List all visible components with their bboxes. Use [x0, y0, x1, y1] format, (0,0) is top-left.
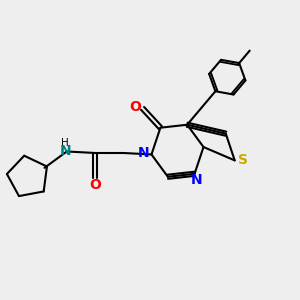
Text: H: H	[61, 138, 69, 148]
Text: O: O	[129, 100, 141, 114]
Text: N: N	[59, 144, 71, 158]
Text: O: O	[89, 178, 101, 192]
Text: S: S	[238, 153, 248, 167]
Text: N: N	[138, 146, 150, 160]
Text: N: N	[190, 173, 202, 187]
